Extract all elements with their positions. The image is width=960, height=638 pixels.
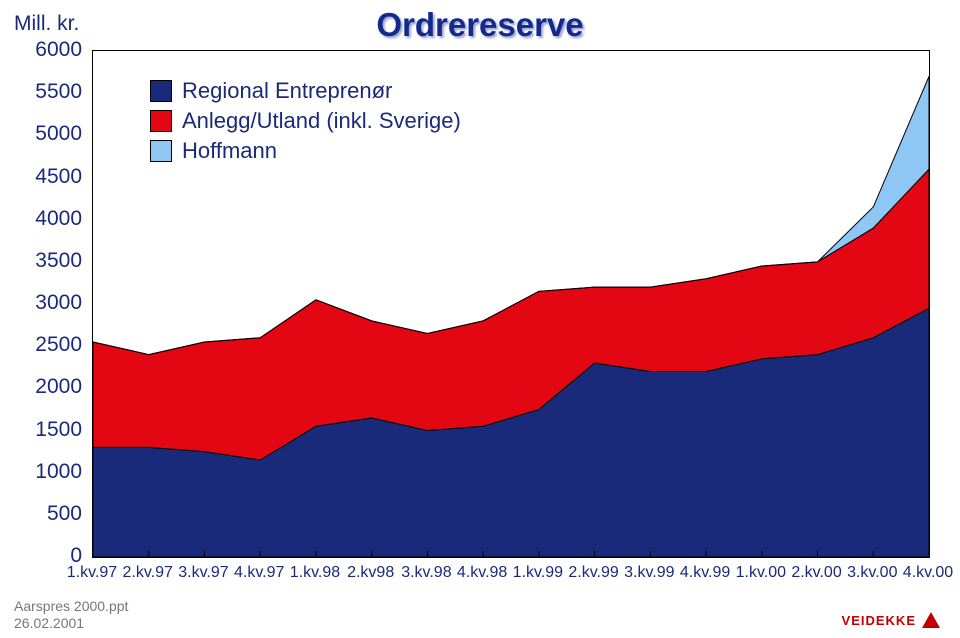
- x-axis: 1.kv.972.kv.973.kv.974.kv.971.kv.982.kv9…: [92, 558, 930, 588]
- y-axis-unit: Mill. kr.: [14, 12, 79, 36]
- y-tick-label: 2000: [35, 375, 82, 399]
- x-tick-label: 3.kv.98: [401, 564, 451, 582]
- y-tick-label: 4000: [35, 207, 82, 231]
- legend-label: Hoffmann: [182, 138, 277, 164]
- x-tick-label: 3.kv.99: [624, 564, 674, 582]
- logo: VEIDEKKE: [842, 612, 940, 628]
- x-tick-label: 1.kv.97: [67, 564, 117, 582]
- footer-date: 26.02.2001: [14, 615, 128, 632]
- legend-item-hoffmann: Hoffmann: [150, 138, 461, 164]
- y-tick-label: 1000: [35, 460, 82, 484]
- legend-label: Regional Entreprenør: [182, 78, 392, 104]
- legend-label: Anlegg/Utland (inkl. Sverige): [182, 108, 461, 134]
- x-tick-label: 4.kv.00: [903, 564, 953, 582]
- y-tick-label: 2500: [35, 333, 82, 357]
- footer-filename: Aarspres 2000.ppt: [14, 598, 128, 615]
- y-tick-label: 3500: [35, 249, 82, 273]
- x-tick-label: 4.kv.98: [457, 564, 507, 582]
- x-tick-label: 2.kv98: [347, 564, 394, 582]
- y-tick-label: 5500: [35, 80, 82, 104]
- y-tick-label: 5000: [35, 122, 82, 146]
- x-tick-label: 4.kv.97: [234, 564, 284, 582]
- x-tick-label: 4.kv.99: [680, 564, 730, 582]
- legend-swatch-icon: [150, 140, 172, 162]
- logo-text: VEIDEKKE: [842, 613, 916, 628]
- y-axis: 0500100015002000250030003500400045005000…: [18, 50, 88, 558]
- x-tick-label: 1.kv.98: [290, 564, 340, 582]
- x-tick-label: 1.kv.00: [736, 564, 786, 582]
- x-tick-label: 1.kv.99: [513, 564, 563, 582]
- y-tick-label: 4500: [35, 165, 82, 189]
- y-tick-label: 500: [47, 502, 82, 526]
- title-line1: Ordrereserve: [0, 6, 960, 44]
- x-tick-label: 2.kv.97: [123, 564, 173, 582]
- y-tick-label: 3000: [35, 291, 82, 315]
- x-tick-label: 3.kv.00: [847, 564, 897, 582]
- legend-item-regional: Regional Entreprenør: [150, 78, 461, 104]
- logo-triangle-icon: [922, 612, 940, 628]
- legend: Regional Entreprenør Anlegg/Utland (inkl…: [150, 78, 461, 168]
- legend-swatch-icon: [150, 110, 172, 132]
- x-tick-label: 2.kv.99: [568, 564, 618, 582]
- x-tick-label: 2.kv.00: [791, 564, 841, 582]
- y-tick-label: 6000: [35, 38, 82, 62]
- x-tick-label: 3.kv.97: [178, 564, 228, 582]
- y-tick-label: 1500: [35, 418, 82, 442]
- footer: Aarspres 2000.ppt 26.02.2001: [14, 598, 128, 632]
- legend-item-anlegg: Anlegg/Utland (inkl. Sverige): [150, 108, 461, 134]
- legend-swatch-icon: [150, 80, 172, 102]
